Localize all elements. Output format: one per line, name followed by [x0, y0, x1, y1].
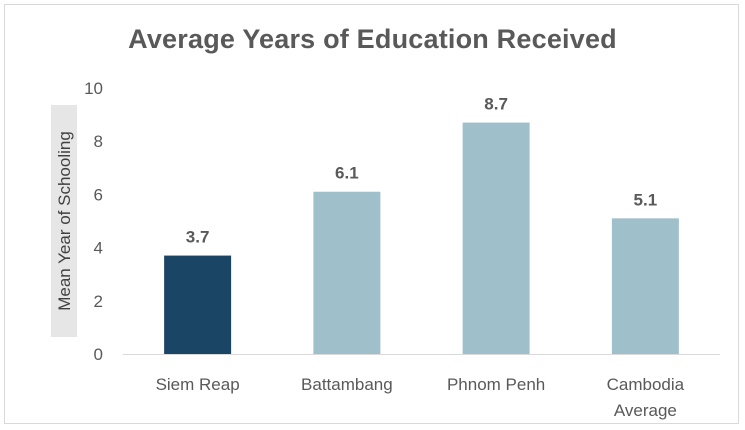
category-label: Siem Reap [156, 375, 240, 394]
y-tick-label: 0 [94, 345, 103, 364]
bar [313, 191, 381, 354]
y-axis-label: Mean Year of Schooling [55, 131, 74, 311]
y-tick-label: 4 [94, 239, 103, 258]
y-tick-label: 8 [94, 132, 103, 151]
y-axis-ticks: 0 2 4 6 8 10 [84, 79, 103, 364]
bar [611, 218, 679, 354]
y-tick-label: 2 [94, 292, 103, 311]
chart-title: Average Years of Education Received [128, 24, 617, 54]
y-tick-label: 6 [94, 185, 103, 204]
data-label: 3.7 [186, 228, 210, 247]
y-axis-label-background [51, 105, 77, 337]
category-label: Average [614, 401, 677, 420]
data-label: 6.1 [335, 164, 359, 183]
data-label: 8.7 [484, 95, 508, 114]
bar [462, 122, 530, 354]
data-labels: 3.7 6.1 8.7 5.1 [186, 95, 657, 247]
y-tick-label: 10 [84, 79, 103, 98]
y-axis-label-group: Mean Year of Schooling [51, 105, 77, 337]
category-label: Cambodia [607, 375, 685, 394]
bar [164, 255, 232, 354]
category-labels: Siem Reap Battambang Phnom Penh Cambodia Ave… [156, 375, 685, 420]
category-label: Phnom Penh [447, 375, 545, 394]
category-label: Battambang [301, 375, 393, 394]
bars [164, 122, 679, 354]
data-label: 5.1 [634, 190, 658, 209]
